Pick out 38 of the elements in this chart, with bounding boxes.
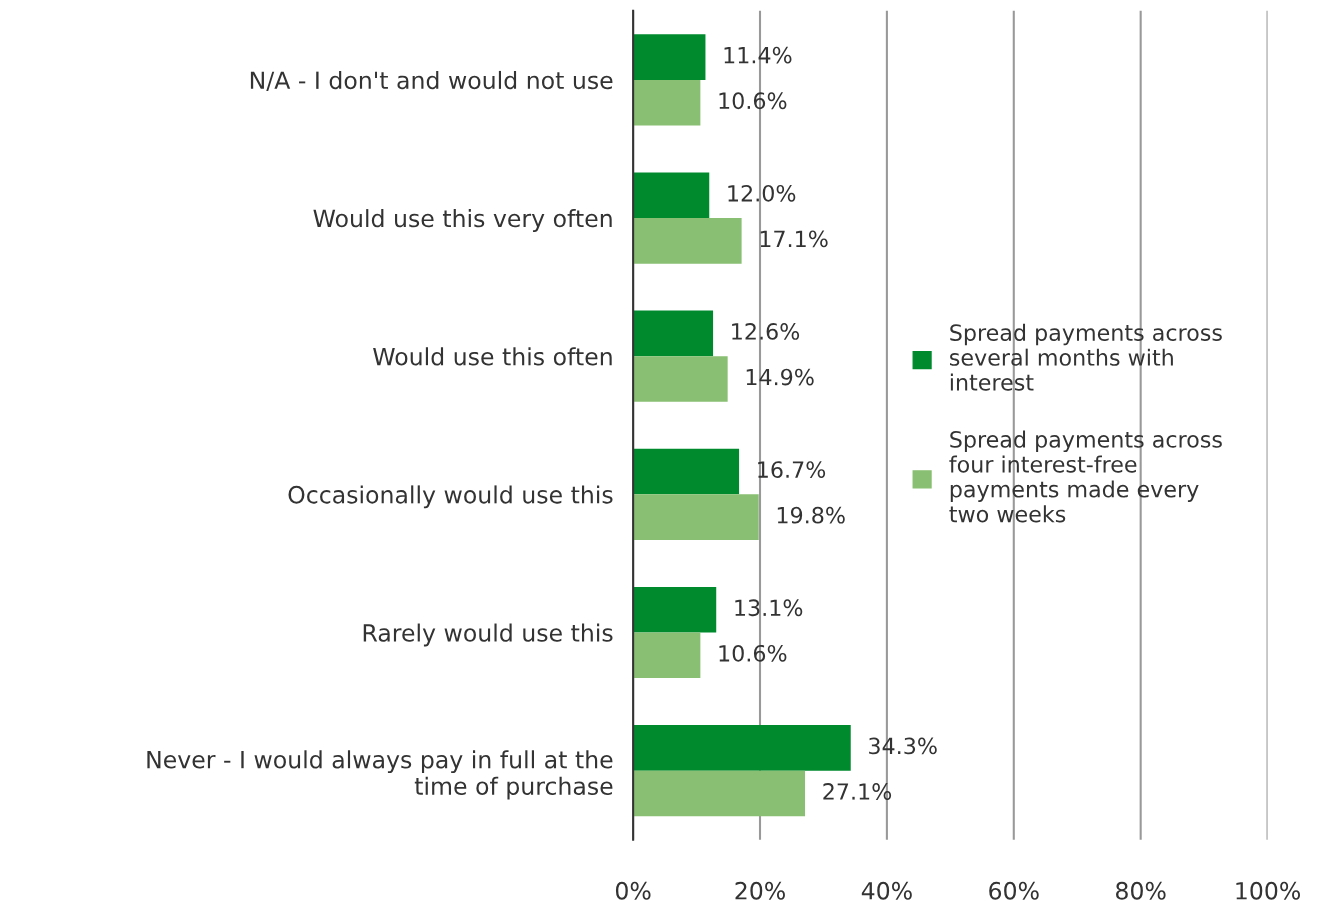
x-tick-label: 40% — [861, 881, 912, 900]
data-label: 10.6% — [719, 92, 787, 110]
bar — [633, 79, 701, 126]
y-tick-label: Never - I would always pay in full at the time of purchase — [147, 750, 613, 800]
x-tick-label: 0% — [615, 881, 651, 900]
x-tick-label: 100% — [1236, 881, 1301, 900]
data-label: 27.1% — [823, 783, 892, 800]
data-label: 14.9% — [746, 368, 814, 386]
bar — [633, 725, 851, 771]
data-label: 11.4% — [724, 46, 792, 64]
bar — [633, 494, 759, 540]
data-label: 16.7% — [758, 461, 826, 478]
x-tick-label: 20% — [735, 881, 785, 900]
bar — [633, 34, 706, 80]
data-label: 12.0% — [728, 184, 796, 202]
x-tick-label: 80% — [1116, 881, 1166, 900]
data-label: 12.6% — [732, 323, 800, 340]
y-tick-label: Would use this often — [373, 347, 612, 366]
legend-label: Spread payments across four interest-free payments made every two weeks — [949, 430, 1222, 523]
data-label: 10.6% — [719, 644, 787, 662]
bar — [633, 218, 742, 264]
bar — [633, 586, 717, 633]
legend-label: Spread payments across several months with interest — [950, 323, 1222, 391]
data-label: 13.1% — [735, 599, 803, 617]
y-tick-label: Rarely would use this — [363, 623, 613, 647]
y-tick-label: N/A - I don't and would not use — [250, 70, 613, 92]
data-label: 34.3% — [869, 737, 937, 755]
data-label: 17.1% — [760, 230, 828, 248]
bar — [633, 770, 806, 817]
bar — [633, 448, 740, 495]
x-tick-label: 60% — [989, 881, 1039, 900]
data-label: 19.8% — [777, 506, 845, 524]
y-tick-label: Occasionally would use this — [288, 485, 613, 509]
y-tick-label: Would use this very often — [313, 209, 612, 232]
bar — [633, 172, 710, 219]
bar — [633, 632, 701, 679]
bar — [633, 310, 714, 357]
bar — [633, 356, 728, 402]
